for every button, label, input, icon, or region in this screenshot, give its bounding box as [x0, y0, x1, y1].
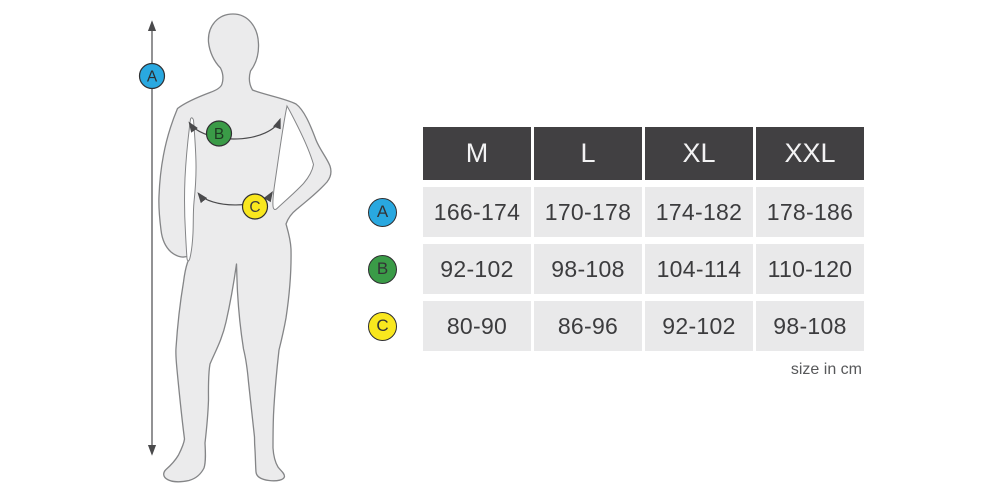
header-spacer [368, 127, 420, 180]
cell-b-xxl: 110-120 [756, 244, 864, 294]
cell-a-xl: 174-182 [645, 187, 753, 237]
cell-c-l: 86-96 [534, 301, 642, 351]
cell-a-m: 166-174 [423, 187, 531, 237]
figure-marker-a: A [138, 62, 166, 90]
row-marker-b: B [368, 244, 420, 294]
marker-a-label: A [147, 69, 158, 86]
table-marker-c-circle: C [368, 311, 397, 341]
marker-b-circle [205, 120, 233, 147]
chest-measure-arrow [188, 117, 281, 140]
table-marker-b-circle: B [368, 254, 397, 284]
right-arm-gap [272, 104, 315, 211]
marker-c-circle [241, 193, 269, 220]
cell-b-xl: 104-114 [645, 244, 753, 294]
units-note: size in cm [790, 361, 862, 378]
size-table: M L XL XXL A 166-174 170-178 174-182 178… [368, 127, 864, 379]
body-silhouette [158, 13, 332, 483]
waist-measure-arrow [197, 190, 273, 206]
cell-b-l: 98-108 [534, 244, 642, 294]
size-col-header-xl: XL [645, 127, 753, 180]
cell-c-m: 80-90 [423, 301, 531, 351]
row-marker-c: C [368, 301, 420, 351]
marker-c-label: C [249, 199, 260, 216]
figure-marker-c: C [241, 193, 269, 220]
row-marker-a: A [368, 187, 420, 237]
marker-a-circle [138, 62, 166, 90]
left-arm-gap [184, 117, 197, 262]
cell-a-xxl: 178-186 [756, 187, 864, 237]
table-marker-a-circle: A [368, 197, 397, 227]
cell-c-xxl: 98-108 [756, 301, 864, 351]
cell-c-xl: 92-102 [645, 301, 753, 351]
cell-a-l: 170-178 [534, 187, 642, 237]
figure-marker-b: B [205, 120, 233, 147]
size-col-header-l: L [534, 127, 642, 180]
size-col-header-m: M [423, 127, 531, 180]
body-measurement-figure: A B C [138, 13, 332, 483]
size-col-header-xxl: XXL [756, 127, 864, 180]
cell-b-m: 92-102 [423, 244, 531, 294]
marker-b-label: B [214, 126, 224, 143]
